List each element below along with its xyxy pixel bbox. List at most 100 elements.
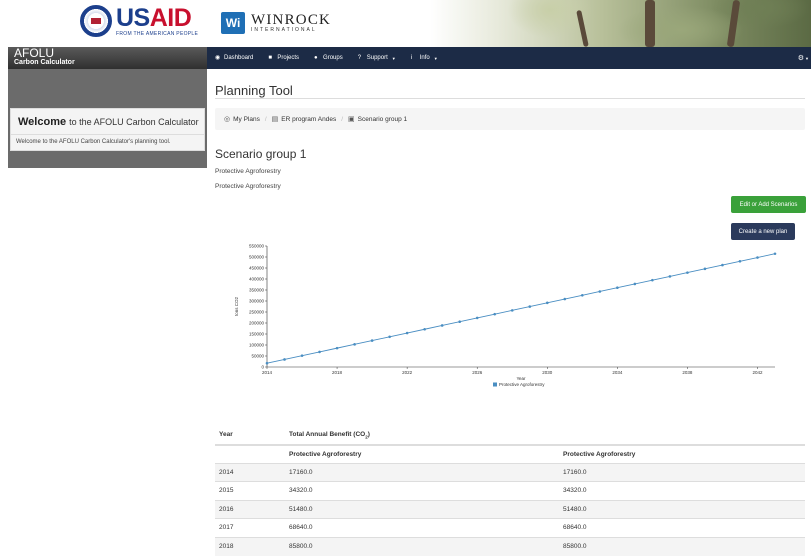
data-point <box>371 339 374 342</box>
breadcrumb-scenario-group: ▣ Scenario group 1 <box>348 115 407 123</box>
nav-dashboard[interactable]: ◉ Dashboard <box>215 55 253 61</box>
breadcrumb-separator: / <box>341 116 343 123</box>
table-cell-year: 2017 <box>215 519 285 538</box>
table-header-benefit: Total Annual Benefit (CO2) <box>285 426 805 445</box>
data-point <box>301 354 304 357</box>
x-axis-label: Year <box>516 376 526 381</box>
y-tick-label: 100000 <box>249 343 265 348</box>
breadcrumb-my-plans[interactable]: ◎ My Plans <box>224 115 260 123</box>
usaid-tagline: FROM THE AMERICAN PEOPLE <box>116 31 198 37</box>
nav-dashboard-label: Dashboard <box>224 55 253 61</box>
table-header-benefit-text: Total Annual Benefit (CO <box>289 431 365 438</box>
table-row: 2015 34320.0 34320.0 <box>215 482 805 501</box>
x-tick-label: 2034 <box>612 370 623 375</box>
data-point <box>336 347 339 350</box>
legend-swatch <box>493 383 497 387</box>
nav-projects[interactable]: ■ Projects <box>268 55 299 61</box>
app-title-line1: AFOLU <box>14 48 201 59</box>
briefcase-icon: ■ <box>268 55 274 61</box>
welcome-bold: Welcome <box>18 116 66 128</box>
x-tick-label: 2014 <box>262 370 273 375</box>
data-point <box>441 324 444 327</box>
y-tick-label: 500000 <box>249 255 265 260</box>
y-axis-label: tons CO2 <box>234 297 239 317</box>
data-point <box>704 268 707 271</box>
data-point <box>686 271 689 274</box>
data-point <box>581 294 584 297</box>
table-cell-year: 2016 <box>215 500 285 519</box>
usaid-seal-icon <box>80 5 112 37</box>
table-cell-year: 2014 <box>215 463 285 482</box>
scenario-description-2: Protective Agroforestry <box>215 183 281 190</box>
data-point <box>739 260 742 263</box>
table-cell-value: 17160.0 <box>559 463 805 482</box>
globe-icon: ◎ <box>224 115 230 123</box>
table-subheader-1: Protective Agroforestry <box>285 445 559 464</box>
chevron-down-icon: ▼ <box>392 56 396 61</box>
table-row: 2018 85800.0 85800.0 <box>215 537 805 556</box>
question-icon: ? <box>358 55 364 61</box>
x-tick-label: 2038 <box>682 370 693 375</box>
data-point <box>388 335 391 338</box>
breadcrumb-scenario-group-label: Scenario group 1 <box>358 116 408 123</box>
create-new-plan-button[interactable]: Create a new plan <box>731 223 795 240</box>
x-tick-label: 2022 <box>402 370 413 375</box>
data-point <box>511 309 514 312</box>
benefit-line-chart: 0 50000 100000 150000 200000 250000 300000 3500… <box>215 240 805 405</box>
table-subheader-row: Protective Agroforestry Protective Agrof… <box>215 445 805 464</box>
data-point <box>669 275 672 278</box>
edit-add-scenarios-button[interactable]: Edit or Add Scenarios <box>731 196 806 213</box>
table-cell-value: 34320.0 <box>559 482 805 501</box>
data-point <box>528 305 531 308</box>
data-point <box>318 351 321 354</box>
nav-support[interactable]: ? Support ▼ <box>358 55 396 61</box>
welcome-rest: to the AFOLU Carbon Calculator <box>69 117 199 127</box>
title-divider <box>215 98 805 99</box>
forest-banner-image <box>430 0 811 47</box>
scenario-title: Scenario group 1 <box>215 147 306 161</box>
table-header-row: Year Total Annual Benefit (CO2) <box>215 426 805 445</box>
y-tick-label: 200000 <box>249 321 265 326</box>
annual-benefit-table: Year Total Annual Benefit (CO2) Protecti… <box>215 426 805 556</box>
breadcrumb-program[interactable]: ▤ ER program Andes <box>272 115 337 123</box>
table-header-year: Year <box>215 426 285 445</box>
y-tick-label: 350000 <box>249 288 265 293</box>
app-title-line2: Carbon Calculator <box>14 59 201 67</box>
building-icon: ▤ <box>272 115 279 123</box>
data-point <box>458 320 461 323</box>
data-point <box>634 283 637 286</box>
table-row: 2016 51480.0 51480.0 <box>215 500 805 519</box>
x-tick-label: 2026 <box>472 370 483 375</box>
usaid-logo-aid: AID <box>150 4 192 32</box>
nav-groups-label: Groups <box>323 55 343 61</box>
breadcrumb: ◎ My Plans / ▤ ER program Andes / ▣ Scen… <box>215 108 805 130</box>
data-point <box>756 256 759 259</box>
y-tick-label: 0 <box>261 365 264 370</box>
table-cell-value: 85800.0 <box>559 537 805 556</box>
table-cell-year: 2018 <box>215 537 285 556</box>
scenario-description-1: Protective Agroforestry <box>215 168 281 175</box>
table-subheader-2: Protective Agroforestry <box>559 445 805 464</box>
table-cell-value: 68640.0 <box>285 519 559 538</box>
dashboard-icon: ◉ <box>215 55 221 61</box>
x-tick-label: 2042 <box>752 370 763 375</box>
winrock-logo: Wi WINROCK INTERNATIONAL <box>221 12 331 34</box>
table-cell-value: 51480.0 <box>285 500 559 519</box>
winrock-badge-icon: Wi <box>221 12 245 34</box>
data-point <box>721 264 724 267</box>
nav-groups[interactable]: ● Groups <box>314 55 343 61</box>
y-tick-label: 550000 <box>249 244 265 249</box>
page-title: Planning Tool <box>215 83 293 98</box>
breadcrumb-program-label: ER program Andes <box>281 116 336 123</box>
app-title[interactable]: AFOLU Carbon Calculator <box>8 47 207 69</box>
data-point <box>406 332 409 335</box>
users-icon: ● <box>314 55 320 61</box>
table-cell-value: 17160.0 <box>285 463 559 482</box>
data-point <box>774 252 777 255</box>
winrock-name: WINROCK <box>251 13 331 27</box>
welcome-heading: Welcome to the AFOLU Carbon Calculator <box>10 108 205 135</box>
usaid-logo: USAID FROM THE AMERICAN PEOPLE <box>80 5 198 37</box>
cogs-icon[interactable]: ⚙▼ <box>798 54 809 62</box>
usaid-logo-us: US <box>116 4 150 32</box>
nav-info[interactable]: i Info ▼ <box>411 55 438 61</box>
